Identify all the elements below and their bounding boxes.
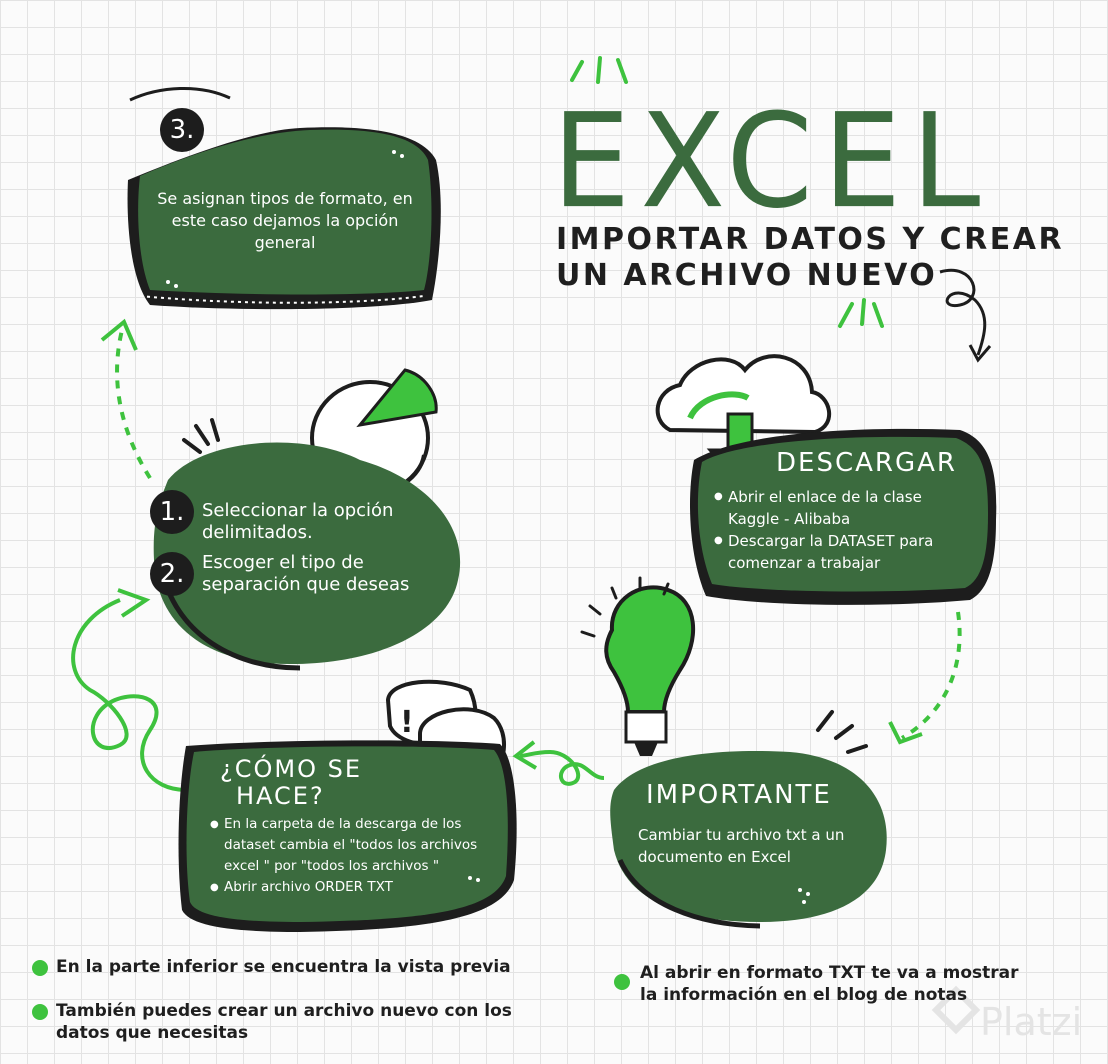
list-item: Abrir el enlace de la clase Kaggle - Ali… [714, 486, 974, 530]
step1-text: Seleccionar la opción delimitados. [202, 500, 394, 543]
loop-arrow-icon [71, 598, 187, 792]
page-title: EXCEL [552, 86, 991, 238]
note-new-file: También puedes crear un archivo nuevo co… [56, 1001, 512, 1043]
subtitle-line-1: IMPORTAR DATOS Y CREAR [556, 222, 1065, 257]
light-bulb-icon [580, 576, 696, 756]
importante-text: Cambiar tu archivo txt a un documento en… [638, 826, 845, 866]
como-heading-line-2: HACE? [236, 782, 325, 810]
step2-badge: 2. [150, 552, 194, 596]
step1-badge: 1. [150, 490, 194, 534]
svg-text:!: ! [400, 705, 414, 740]
step3-badge: 3. [160, 108, 204, 152]
note-bullet-icon [614, 974, 630, 990]
descargar-list: Abrir el enlace de la clase Kaggle - Ali… [714, 486, 974, 574]
step3-box [127, 86, 441, 310]
list-item: En la carpeta de la descarga de los data… [210, 814, 490, 877]
note-preview: En la parte inferior se encuentra la vis… [56, 957, 511, 977]
note-bullet-icon [32, 1004, 48, 1020]
como-heading-line-1: ¿CÓMO SE [220, 755, 363, 783]
step3-text: Se asignan tipos de formato, en este cas… [157, 189, 413, 252]
como-list: En la carpeta de la descarga de los data… [210, 814, 490, 898]
dashed-arrow-icon [115, 329, 152, 480]
step2-text: Escoger el tipo de separación que deseas [202, 552, 410, 595]
curly-arrow-icon [939, 268, 987, 356]
descargar-heading: DESCARGAR [776, 448, 957, 478]
note-bullet-icon [32, 960, 48, 976]
importante-heading: IMPORTANTE [646, 780, 832, 810]
note-txt-format: Al abrir en formato TXT te va a mostrar … [640, 963, 1019, 1005]
watermark: Platzi [980, 1000, 1083, 1044]
como-heading: ¿CÓMO SE HACE? [220, 756, 362, 810]
subtitle-line-2: UN ARCHIVO NUEVO [556, 258, 938, 293]
page-subtitle: IMPORTAR DATOS Y CREAR UN ARCHIVO NUEVO [556, 222, 1064, 294]
importante-box [610, 750, 887, 929]
title-accent-icon [570, 56, 884, 328]
list-item: Descargar la DATASET para comenzar a tra… [714, 530, 974, 574]
platzi-logo-icon [931, 985, 981, 1035]
list-item: Abrir archivo ORDER TXT [210, 877, 490, 898]
